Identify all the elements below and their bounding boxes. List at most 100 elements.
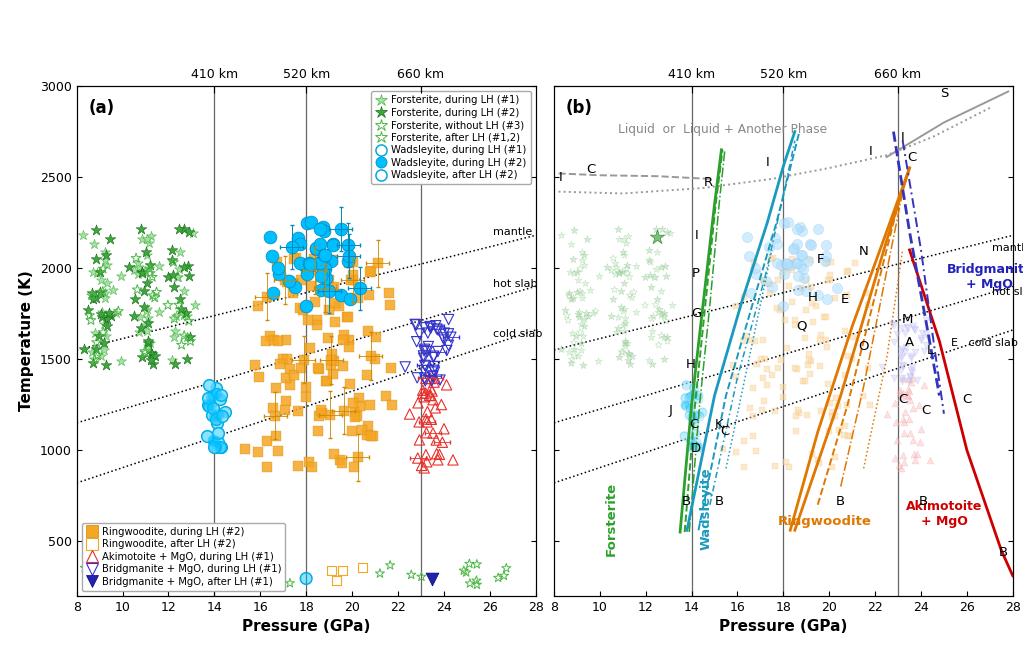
- Point: [614, 265, 630, 276]
- Point: [212, 442, 228, 452]
- Point: [736, 291, 752, 302]
- Point: [691, 410, 707, 421]
- Point: [291, 461, 307, 471]
- Point: [113, 355, 129, 366]
- Point: [207, 411, 223, 422]
- Point: [317, 250, 333, 260]
- Point: [136, 346, 152, 357]
- Point: [837, 326, 853, 337]
- Point: [561, 290, 577, 301]
- Point: [415, 351, 432, 361]
- Point: [84, 287, 100, 298]
- Point: [88, 337, 104, 348]
- Point: [325, 355, 342, 366]
- Point: [298, 381, 314, 392]
- Point: [296, 354, 312, 365]
- Point: [83, 559, 99, 570]
- Point: [762, 279, 779, 289]
- Point: [426, 365, 442, 375]
- Point: [910, 399, 927, 410]
- Point: [424, 386, 440, 397]
- Text: C: C: [586, 164, 595, 176]
- Point: [691, 410, 707, 421]
- Point: [784, 254, 800, 264]
- Point: [565, 293, 581, 304]
- Point: [401, 408, 417, 419]
- Point: [656, 354, 672, 364]
- Point: [265, 287, 281, 298]
- Point: [240, 570, 257, 581]
- Point: [790, 271, 806, 281]
- Point: [341, 240, 357, 250]
- Point: [615, 320, 631, 330]
- Point: [205, 403, 221, 414]
- Point: [172, 293, 188, 304]
- Point: [654, 224, 670, 234]
- Point: [85, 294, 101, 305]
- Point: [416, 373, 433, 383]
- Point: [902, 428, 919, 438]
- Point: [896, 416, 913, 427]
- Point: [677, 399, 694, 410]
- Point: [206, 442, 222, 452]
- Point: [615, 306, 631, 316]
- Point: [781, 281, 797, 291]
- Point: [739, 232, 755, 242]
- Point: [764, 281, 781, 292]
- Point: [574, 255, 590, 265]
- Point: [681, 392, 698, 402]
- Point: [768, 303, 785, 314]
- Point: [811, 457, 828, 468]
- Point: [209, 417, 225, 428]
- Point: [788, 425, 804, 436]
- Point: [114, 271, 130, 281]
- Point: [694, 407, 710, 418]
- Point: [206, 391, 222, 401]
- Point: [318, 376, 335, 387]
- Point: [209, 417, 225, 428]
- Point: [845, 332, 861, 343]
- Point: [134, 267, 150, 277]
- Point: [827, 411, 843, 422]
- Point: [573, 337, 589, 348]
- Point: [311, 363, 327, 374]
- Point: [267, 410, 283, 421]
- Point: [107, 308, 124, 318]
- Text: hot slab: hot slab: [493, 279, 538, 289]
- Point: [898, 390, 915, 401]
- Point: [817, 312, 834, 323]
- Point: [574, 288, 590, 299]
- Point: [310, 363, 326, 373]
- Point: [133, 224, 149, 234]
- Point: [613, 302, 629, 312]
- Point: [311, 238, 327, 249]
- Point: [207, 411, 223, 422]
- Point: [352, 401, 368, 412]
- Point: [317, 263, 333, 274]
- Point: [838, 289, 854, 300]
- Point: [167, 326, 183, 337]
- Point: [160, 300, 176, 310]
- Point: [761, 242, 777, 252]
- Point: [131, 261, 147, 272]
- Point: [361, 399, 377, 410]
- Point: [290, 406, 306, 416]
- Point: [458, 567, 475, 578]
- Point: [214, 410, 230, 421]
- Point: [427, 367, 443, 377]
- Point: [657, 261, 673, 271]
- Point: [784, 265, 800, 275]
- Point: [895, 361, 911, 371]
- Point: [207, 442, 223, 452]
- Point: [206, 436, 222, 446]
- Point: [768, 238, 785, 249]
- Point: [409, 453, 426, 463]
- Point: [359, 370, 375, 381]
- Point: [298, 266, 314, 277]
- Point: [311, 411, 327, 422]
- Point: [170, 272, 186, 283]
- Point: [656, 310, 672, 321]
- Point: [445, 455, 461, 465]
- Point: [498, 563, 515, 573]
- Point: [212, 442, 228, 452]
